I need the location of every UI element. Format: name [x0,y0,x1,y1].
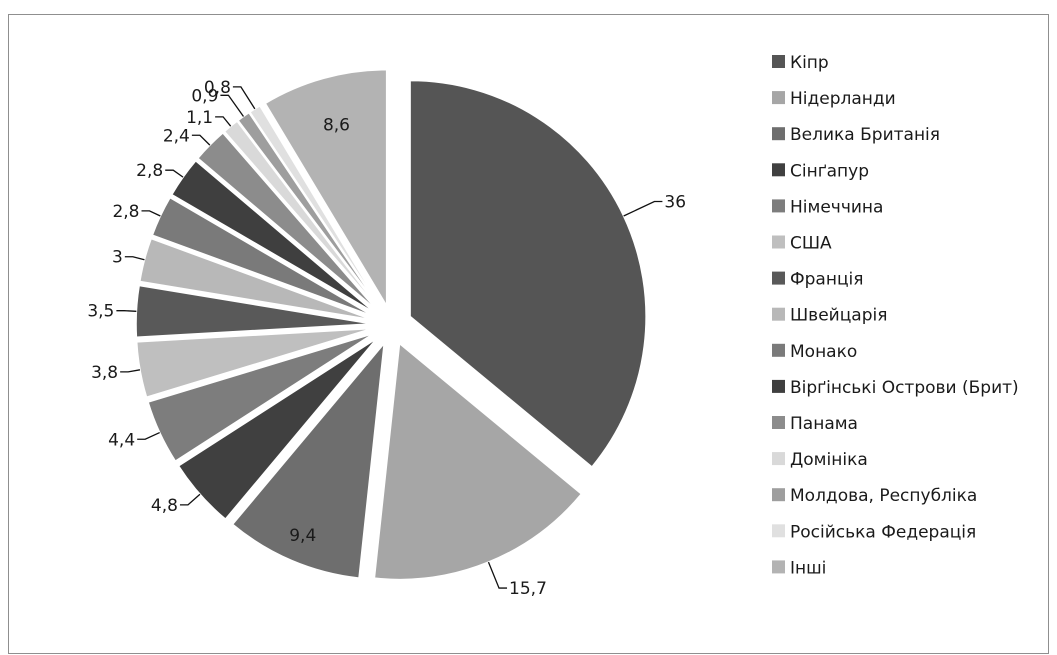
legend-label: Вірґінські Острови (Брит) [790,378,1019,398]
pie-slice [223,120,380,310]
legend-label: Російська Федерація [790,522,976,542]
leader-line [191,134,211,146]
legend-swatch [772,127,785,141]
legend-label: Кіпр [790,53,829,73]
slice-value-label: 4,4 [108,430,135,450]
pie-slice [409,79,647,468]
leader-line [137,431,160,440]
legend-label: Велика Британія [790,125,940,145]
slice-value-label: 3 [112,248,123,268]
slice-value-label: 15,7 [509,579,547,599]
legend-swatch [772,307,785,321]
pie-slice [248,104,382,309]
legend-label: Швейцарія [790,306,887,326]
legend-swatch [772,55,785,68]
pie-slice [196,131,379,312]
legend-label: Домініка [790,450,868,470]
pie-slice [237,111,382,310]
pie-slice [135,327,373,399]
slice-value-label: 3,5 [87,302,114,322]
legend-swatch [772,416,785,429]
leader-line [220,94,245,117]
slice-value-label: 0,8 [204,78,231,98]
legend-swatch [772,343,785,357]
legend-label: США [790,234,832,254]
legend-swatch [772,163,785,177]
slice-value-label: 2,8 [112,202,139,222]
legend-label: Панама [790,414,858,434]
legend-label: Сінґапур [790,161,869,181]
leader-line [116,310,137,312]
slice-value-label: 2,4 [163,126,190,146]
leader-line [179,493,201,506]
pie-slice [373,342,583,581]
slice-value-label: 4,8 [151,496,178,516]
legend-swatch [772,235,785,249]
legend-swatch [772,379,785,393]
leader-line [215,116,232,127]
legend-label: Нідерланди [790,89,896,109]
legend-label: Інші [790,558,826,578]
leader-line [487,561,508,589]
legend-swatch [772,91,785,105]
pie-slice [151,196,375,318]
legend-swatch [772,524,785,538]
leader-line [165,169,184,178]
legend-label: Німеччина [790,197,883,217]
pie-slice [231,341,386,579]
leader-line [124,256,145,261]
legend-label: Молдова, Республіка [790,486,977,506]
leader-line [120,369,141,373]
legend-swatch [772,452,785,466]
slice-value-label: 9,4 [289,526,316,546]
slice-value-label: 8,6 [323,116,350,136]
leader-line [232,86,256,110]
slice-value-label: 1,1 [186,108,213,128]
slice-value-label: 36 [664,193,686,213]
pie-slice [138,237,373,321]
legend-swatch [772,271,785,285]
legend-swatch [772,488,785,502]
pie-slice [264,68,388,309]
legend-swatch [772,560,785,574]
leader-line [623,200,663,217]
slice-value-label: 2,8 [136,161,163,181]
slice-value-label: 3,8 [91,363,118,383]
legend-label: Франція [790,270,863,290]
leader-line [141,210,161,217]
slice-value-label: 0,9 [191,86,218,106]
pie-slice [135,284,373,339]
legend-label: Монако [790,342,857,362]
legend-swatch [772,199,785,213]
